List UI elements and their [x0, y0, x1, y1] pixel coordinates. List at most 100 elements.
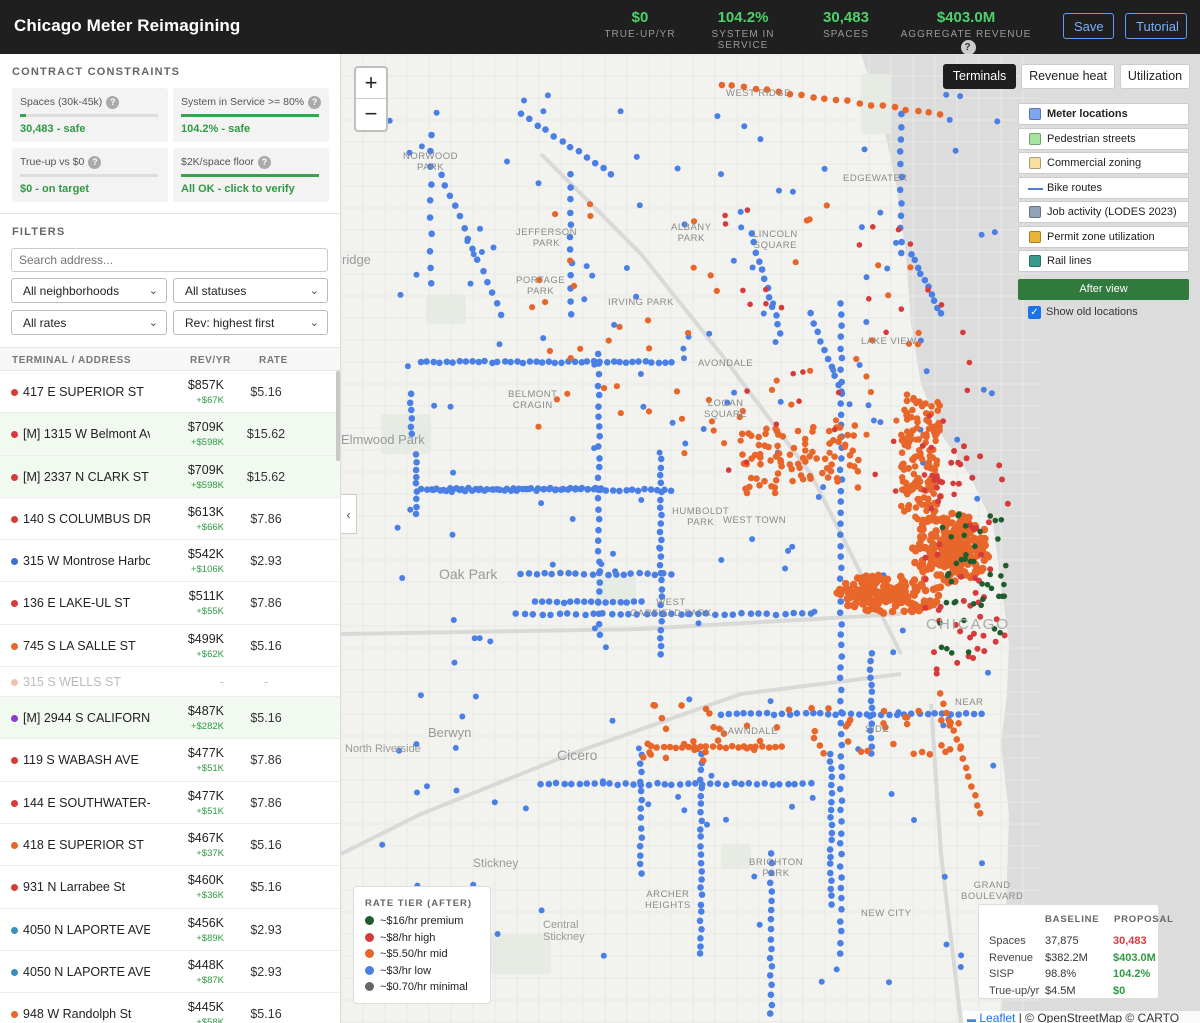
meter-dot: [762, 430, 769, 438]
table-row[interactable]: [M] 2337 N CLARK ST $709K +$598K $15.62: [0, 455, 340, 498]
table-row[interactable]: [M] 1315 W Belmont Av $709K +$598K $15.62: [0, 413, 340, 456]
constraint-card-floor[interactable]: $2K/space floor? All OK - click to verif…: [173, 148, 329, 202]
map-view[interactable]: WEST RIDGE NORWOOD PARK EDGEWATER JEFFERSON…: [341, 54, 1200, 1023]
terminal-rate: $7.86: [250, 596, 282, 611]
column-header-rate[interactable]: RATE: [259, 355, 288, 366]
status-select[interactable]: All statuses ⌄: [173, 278, 328, 303]
show-old-locations-toggle[interactable]: ✓ Show old locations: [1028, 306, 1138, 319]
table-row[interactable]: 119 S WABASH AVE $477K +$51K $7.86: [0, 739, 340, 782]
tab-terminals[interactable]: Terminals: [943, 64, 1016, 89]
meter-dot: [718, 81, 726, 89]
sort-select[interactable]: Rev: highest first ⌄: [173, 310, 328, 335]
meter-dot: [417, 358, 425, 366]
meter-dot: [837, 719, 844, 727]
neighborhood-select[interactable]: All neighborhoods ⌄: [11, 278, 167, 303]
meter-dot: [946, 717, 953, 725]
help-icon[interactable]: ?: [308, 96, 322, 109]
help-icon[interactable]: ?: [88, 156, 102, 169]
zoom-in-button[interactable]: +: [356, 68, 386, 99]
meter-dot: [856, 362, 863, 368]
layer-toggle[interactable]: Bike routes: [1018, 176, 1189, 199]
rate-tier-dot: [11, 757, 18, 765]
meter-dot: [864, 589, 873, 597]
meter-dot: [948, 509, 956, 518]
layer-toggle[interactable]: Meter locations: [1018, 103, 1189, 125]
meter-dot: [572, 485, 579, 492]
table-row[interactable]: 136 E LAKE-UL ST $511K +$55K $7.86: [0, 582, 340, 625]
meter-dot: [915, 107, 922, 115]
meter-dot: [972, 792, 979, 799]
neighborhood-label: PORTAGE PARK: [516, 275, 566, 297]
constraint-status[interactable]: All OK - click to verify: [181, 183, 295, 195]
table-row[interactable]: 417 E SUPERIOR ST $857K +$67K $5.16: [0, 371, 340, 414]
meter-dot: [1001, 632, 1008, 639]
meter-dot: [743, 489, 751, 497]
table-row[interactable]: 140 S COLUMBUS DR $613K +$66K $7.86: [0, 498, 340, 541]
rate-select[interactable]: All rates ⌄: [11, 310, 167, 335]
meter-dot: [835, 389, 842, 396]
meter-dot: [546, 347, 553, 355]
meter-dot: [836, 609, 844, 616]
table-row[interactable]: 931 N Larrabee St $460K +$36K $5.16: [0, 866, 340, 909]
meter-dot: [934, 304, 941, 312]
layer-toggle[interactable]: Rail lines: [1018, 250, 1189, 272]
tab-revenue-heat[interactable]: Revenue heat: [1021, 64, 1115, 89]
meter-dot: [639, 754, 647, 761]
table-row[interactable]: [M] 2944 S CALIFORNIA $487K +$282K $5.16: [0, 697, 340, 740]
meter-dot: [917, 270, 924, 278]
scrollbar-thumb[interactable]: [336, 371, 340, 461]
after-view-button[interactable]: After view: [1018, 279, 1189, 300]
attribution-text: | © OpenStreetMap © CARTO: [1015, 1011, 1180, 1023]
meter-dot: [668, 781, 675, 789]
meter-dot: [933, 666, 940, 673]
help-icon[interactable]: ?: [960, 40, 976, 55]
save-button[interactable]: Save: [1063, 13, 1114, 39]
meter-dot: [773, 724, 781, 731]
layer-toggle[interactable]: Commercial zoning: [1018, 152, 1189, 174]
meter-dot: [789, 543, 796, 550]
collapse-sidebar-button[interactable]: ‹: [341, 494, 357, 534]
help-icon[interactable]: ?: [257, 156, 271, 169]
table-row[interactable]: 745 S LA SALLE ST $499K +$62K $5.16: [0, 625, 340, 668]
meter-dot: [837, 498, 845, 505]
meter-dot: [970, 601, 977, 607]
layer-toggle[interactable]: Permit zone utilization: [1018, 225, 1189, 248]
table-row[interactable]: 4050 N LAPORTE AVE $448K +$87K $2.93: [0, 951, 340, 994]
meter-dot: [611, 321, 618, 328]
meter-dot: [871, 579, 880, 587]
meter-dot: [827, 750, 834, 758]
meter-dot: [507, 358, 514, 366]
meter-dot: [399, 575, 406, 581]
tutorial-button[interactable]: Tutorial: [1125, 13, 1187, 39]
meter-dot: [538, 500, 545, 507]
meter-dot: [957, 461, 964, 468]
table-row[interactable]: 315 W Montrose Harbo $542K +$106K $2.93: [0, 540, 340, 583]
table-row[interactable]: 948 W Randolph St $445K +$58K $5.16: [0, 993, 340, 1023]
column-header-address[interactable]: TERMINAL / ADDRESS: [12, 355, 132, 366]
help-icon[interactable]: ?: [106, 96, 120, 109]
comparison-key: True-up/yr: [989, 984, 1040, 997]
meter-dot: [587, 212, 594, 220]
tab-utilization[interactable]: Utilization: [1120, 64, 1190, 89]
layer-swatch-icon: [1029, 206, 1041, 218]
meter-dot: [591, 445, 598, 452]
table-row[interactable]: 315 S WELLS ST - -: [0, 667, 340, 698]
legend-item: ~$16/hr premium: [365, 915, 463, 927]
search-input[interactable]: [11, 248, 328, 272]
meter-dot: [934, 407, 942, 414]
meter-dot: [828, 877, 835, 884]
layer-toggle[interactable]: Pedestrian streets: [1018, 127, 1189, 150]
meter-dot: [942, 545, 951, 554]
meter-dot: [985, 669, 991, 676]
leaflet-link[interactable]: Leaflet: [979, 1011, 1016, 1023]
zoom-out-button[interactable]: −: [364, 101, 378, 126]
meter-dot: [413, 495, 420, 503]
layer-toggle[interactable]: Job activity (LODES 2023): [1018, 201, 1189, 223]
column-header-revenue[interactable]: REV/YR: [190, 355, 231, 366]
meter-dot: [962, 523, 969, 529]
table-row[interactable]: 4050 N LAPORTE AVE $456K +$89K $2.93: [0, 909, 340, 951]
city-label: Berwyn: [428, 725, 472, 740]
table-row[interactable]: 418 E SUPERIOR ST $467K +$37K $5.16: [0, 824, 340, 867]
checkbox-checked-icon[interactable]: ✓: [1028, 306, 1041, 319]
table-row[interactable]: 144 E SOUTHWATER-LL $477K +$51K $7.86: [0, 782, 340, 824]
